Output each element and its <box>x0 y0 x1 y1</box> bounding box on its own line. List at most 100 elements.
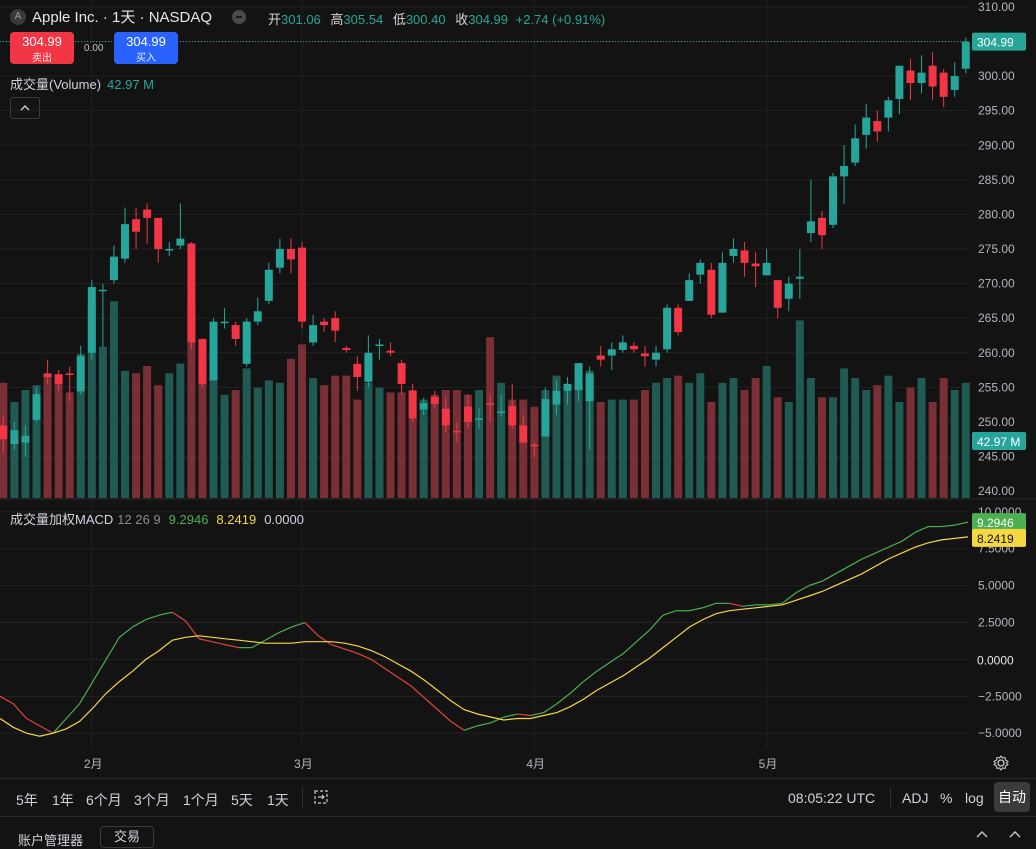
candle-body <box>607 349 616 356</box>
volume-bar <box>419 399 428 498</box>
volume-bar <box>795 320 804 498</box>
candle-body <box>585 373 594 402</box>
volume-bar <box>275 382 284 498</box>
trade-tab[interactable]: 交易 <box>100 826 154 848</box>
macd-line-segment <box>702 602 717 609</box>
volume-bar <box>784 402 793 498</box>
candle-body <box>652 352 661 360</box>
volume-bar <box>928 402 937 498</box>
candle-body <box>884 100 893 118</box>
candle-body <box>10 430 19 445</box>
volume-badge-label: 42.97 M <box>977 435 1020 449</box>
candle-body <box>0 425 8 440</box>
candle-body <box>441 408 450 426</box>
candle-body <box>729 249 738 256</box>
candle-body <box>806 221 815 234</box>
auto-scale-toggle[interactable]: 自动 <box>994 782 1030 812</box>
candle-body <box>397 363 406 384</box>
minus-circle-icon[interactable] <box>232 9 247 24</box>
volume-bar <box>817 397 826 498</box>
candle-body <box>486 403 495 405</box>
maximize-icon[interactable] <box>1008 829 1022 839</box>
symbol-header[interactable]: A Apple Inc. · 1天 · NASDAQ <box>10 6 247 27</box>
candle-body <box>220 321 229 324</box>
candle-body <box>375 344 384 346</box>
macd-line-segment <box>556 692 571 705</box>
volume-bar <box>342 375 351 498</box>
volume-bar <box>331 375 340 498</box>
volume-bar <box>696 373 705 498</box>
candle-body <box>43 373 52 377</box>
volume-bar <box>829 397 838 498</box>
macd-tick-label: −5.0000 <box>978 726 1022 740</box>
candle-body <box>784 283 793 299</box>
price-tick-label: 290.00 <box>978 138 1015 152</box>
macd-line-segment <box>848 558 863 567</box>
price-tick-label: 245.00 <box>978 450 1015 464</box>
macd-line-segment <box>357 652 372 660</box>
candle-body <box>519 425 528 443</box>
candle-body <box>840 166 849 177</box>
volume-bar <box>884 375 893 498</box>
volume-legend[interactable]: 成交量(Volume) 42.97 M <box>10 74 154 93</box>
range-1m[interactable]: 1个月 <box>183 792 219 808</box>
volume-bar <box>397 392 406 498</box>
range-6m[interactable]: 6个月 <box>86 792 122 808</box>
volume-bar <box>895 402 904 498</box>
macd-line-segment <box>517 713 531 717</box>
range-1y[interactable]: 1年 <box>52 792 74 808</box>
volume-bar <box>231 390 240 498</box>
toolbar-divider <box>302 787 303 809</box>
volume-bar <box>264 380 273 498</box>
volume-bar <box>43 373 52 498</box>
range-5d[interactable]: 5天 <box>231 792 253 808</box>
macd-lines <box>0 521 969 737</box>
clock-time[interactable]: 08:05:22 UTC <box>788 790 876 806</box>
buy-button[interactable]: 304.99 买入 <box>114 32 178 64</box>
settings-icon[interactable] <box>992 754 1010 772</box>
last-price-label: 304.99 <box>977 36 1014 50</box>
macd-line-segment <box>835 565 849 575</box>
symbol-badge: A <box>10 8 26 25</box>
candle-body <box>54 374 63 384</box>
macd-line-segment <box>490 716 505 724</box>
time-tick-label: 5月 <box>759 757 778 771</box>
macd-line-segment <box>569 681 584 694</box>
macd-line-segment <box>158 611 173 616</box>
chevron-up-icon[interactable] <box>10 97 40 119</box>
volume-bar <box>806 378 815 498</box>
range-3m[interactable]: 3个月 <box>134 792 170 808</box>
zero-label: 0.0000 <box>977 653 1014 667</box>
macd-line-segment <box>397 676 412 687</box>
candle-body <box>408 390 417 419</box>
log-toggle[interactable]: log <box>965 790 984 806</box>
candle-body <box>275 249 284 268</box>
adj-toggle[interactable]: ADJ <box>902 790 929 806</box>
candle-body <box>264 269 273 301</box>
macd-line-segment <box>26 717 41 727</box>
volume-bar <box>640 390 649 498</box>
price-tick-label: 240.00 <box>978 484 1015 498</box>
candle-body <box>320 321 329 326</box>
sell-button[interactable]: 304.99 卖出 <box>10 32 74 64</box>
chart-canvas[interactable]: 310.00305.00300.00295.00290.00285.00280.… <box>0 0 1036 778</box>
price-axis: 310.00305.00300.00295.00290.00285.00280.… <box>972 0 1026 498</box>
macd-line-segment <box>92 659 107 682</box>
macd-line-segment <box>212 641 226 646</box>
macd-line-segment <box>39 725 54 734</box>
volume-bar <box>552 375 561 498</box>
chevron-up-icon[interactable] <box>975 829 989 839</box>
percent-toggle[interactable]: % <box>940 790 953 806</box>
range-5y[interactable]: 5年 <box>16 792 38 808</box>
volume-bar <box>563 390 572 498</box>
symbol-title[interactable]: Apple Inc. · 1天 · NASDAQ <box>32 9 213 26</box>
candle-body <box>65 373 74 375</box>
volume-bar <box>143 366 152 498</box>
volume-bar <box>176 363 185 498</box>
candle-body <box>685 280 694 301</box>
macd-legend[interactable]: 成交量加权MACD 12 26 9 9.2946 8.2419 0.0000 <box>10 509 304 528</box>
candle-body <box>895 65 904 99</box>
calendar-goto-icon[interactable] <box>312 788 330 806</box>
volume-bar <box>98 346 107 498</box>
range-1d[interactable]: 1天 <box>267 792 289 808</box>
